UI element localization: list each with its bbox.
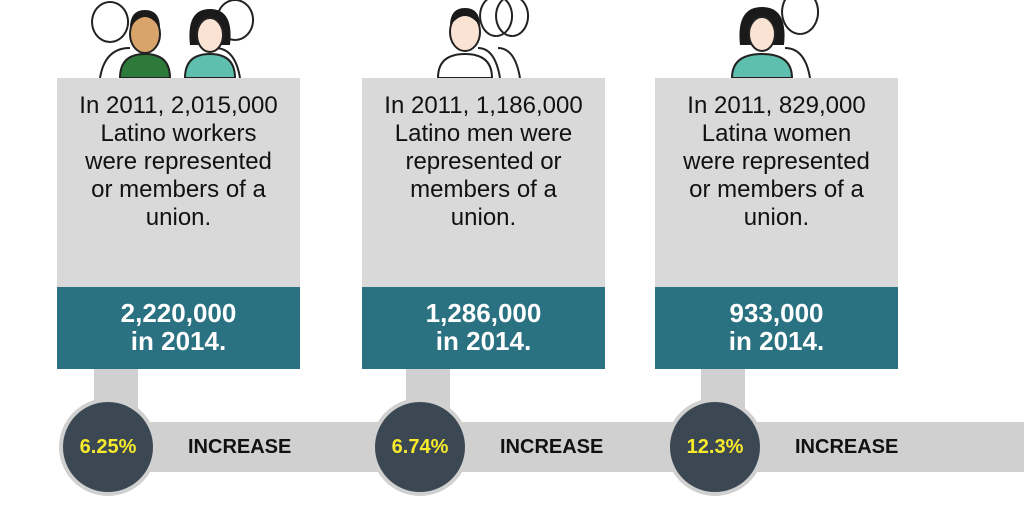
description: In 2011, 1,186,000 Latino men were repre… xyxy=(362,78,605,287)
percent-circle: 6.74% xyxy=(371,398,469,496)
description: In 2011, 829,000 Latina women were repre… xyxy=(655,78,898,287)
people-icons xyxy=(91,0,820,79)
description: In 2011, 2,015,000 Latino workers were r… xyxy=(57,78,300,287)
result-box: 933,000 in 2014. xyxy=(655,287,898,369)
timeline-bar xyxy=(100,422,1024,472)
increase-label: INCREASE xyxy=(500,436,604,458)
result-text: in 2014. xyxy=(130,326,227,356)
increase-label: INCREASE xyxy=(795,436,899,458)
percent-circle: 6.25% xyxy=(59,398,157,496)
percent-circle: 12.3% xyxy=(666,398,764,496)
increase-label: INCREASE xyxy=(188,436,292,458)
result-box: 1,286,000 in 2014. xyxy=(362,287,605,369)
result-box: 2,220,000 in 2014. xyxy=(57,287,300,369)
result-text: in 2014. xyxy=(728,326,825,356)
result-text: 2,220,000 xyxy=(120,298,237,328)
result-text: 1,286,000 xyxy=(425,298,542,328)
result-text: 933,000 xyxy=(729,298,824,328)
result-text: in 2014. xyxy=(435,326,532,356)
